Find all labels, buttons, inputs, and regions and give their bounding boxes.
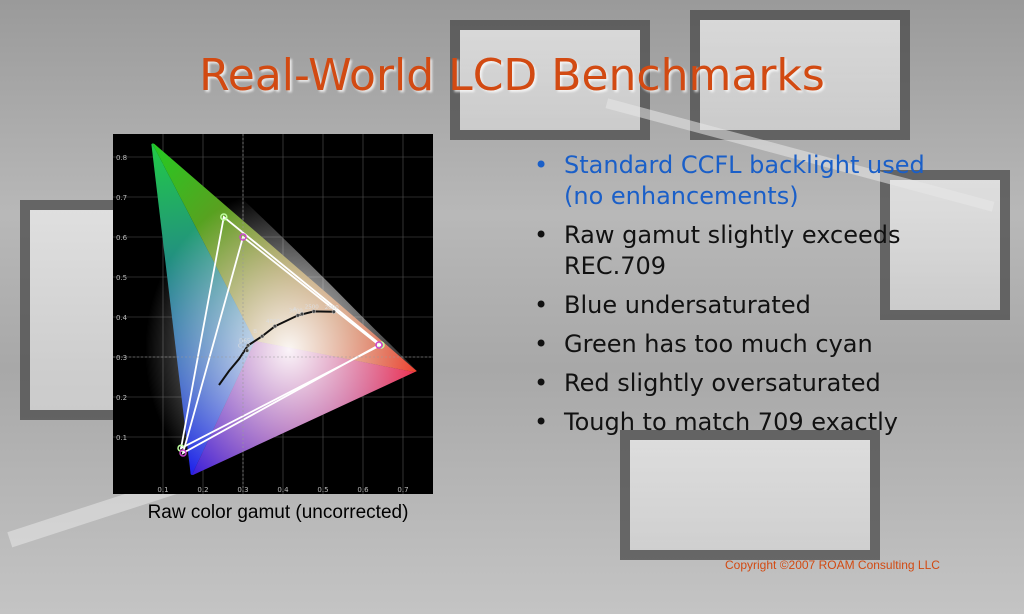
x-tick-label: 0.2 xyxy=(197,486,208,494)
y-tick-label: 0.1 xyxy=(116,434,127,442)
bullet-text: Raw gamut slightly exceeds REC.709 xyxy=(564,221,901,280)
locus-point xyxy=(244,348,250,353)
locus-label: C xyxy=(238,344,242,350)
locus-label: 2000 xyxy=(325,305,339,311)
spectral-locus-fill xyxy=(126,143,417,476)
bullet-item: • Tough to match 709 exactly xyxy=(530,407,970,438)
locus-label: B xyxy=(253,329,257,335)
bullet-text: Green has too much cyan xyxy=(564,330,873,358)
x-tick-label: 0.5 xyxy=(317,486,328,494)
bullet-glyph: • xyxy=(534,330,549,358)
y-tick-label: 0.5 xyxy=(116,274,127,282)
bullet-glyph: • xyxy=(534,221,549,249)
y-tick-label: 0.7 xyxy=(116,194,127,202)
locus-point xyxy=(272,324,278,329)
gamut-triangle xyxy=(179,215,383,450)
x-tick-label: 0.1 xyxy=(157,486,168,494)
locus-label: D65 xyxy=(239,338,251,344)
bullet-item: • Green has too much cyan xyxy=(530,329,970,360)
locus-point xyxy=(311,309,316,314)
x-tick-label: 0.6 xyxy=(357,486,369,494)
locus-point xyxy=(295,313,300,318)
y-tick-label: 0.2 xyxy=(116,394,127,402)
bullet-text: Blue undersaturated xyxy=(564,291,811,319)
locus-label: A xyxy=(293,307,297,313)
bullet-item: • Blue undersaturated xyxy=(530,290,970,321)
locus-point xyxy=(331,309,336,314)
x-tick-label: 0.7 xyxy=(397,486,408,494)
bullet-text: Standard CCFL backlight used (no enhance… xyxy=(564,151,925,210)
locus-point xyxy=(246,343,251,348)
cie-gamut-chart: 0.1 0.2 0.3 0.4 0.5 0.6 0.70.10.20.30.40.50.60… xyxy=(113,134,433,494)
locus-point xyxy=(260,334,265,339)
locus-label: 3000 xyxy=(289,308,303,314)
copyright-notice: Copyright ©2007 ROAM Consulting LLC xyxy=(725,558,940,572)
y-tick-label: 0.3 xyxy=(116,354,127,362)
locus-label: 4000 xyxy=(266,319,280,325)
gamut-vertex-point xyxy=(179,449,187,457)
y-tick-label: 0.8 xyxy=(116,154,127,162)
slide-title: Real-World LCD Benchmarks xyxy=(199,50,825,101)
y-tick-label: 0.4 xyxy=(116,314,128,322)
locus-label: 2500 xyxy=(305,304,319,310)
bullet-item: • Standard CCFL backlight used (no enhanc… xyxy=(530,150,970,212)
gamut-vertex-point xyxy=(220,213,228,221)
chart-caption: Raw color gamut (uncorrected) xyxy=(147,502,409,523)
bullet-item: • Red slightly oversaturated xyxy=(530,368,970,399)
bullet-item: • Raw gamut slightly exceeds REC.709 xyxy=(530,220,970,282)
bullet-list: • Standard CCFL backlight used (no enhanc… xyxy=(530,150,970,446)
x-tick-label: 0.4 xyxy=(277,486,289,494)
bullet-text: Red slightly oversaturated xyxy=(564,369,881,397)
y-tick-label: 0.6 xyxy=(116,234,128,242)
bullet-glyph: • xyxy=(534,369,549,397)
bullet-glyph: • xyxy=(534,291,549,319)
bullet-text: Tough to match 709 exactly xyxy=(564,408,898,436)
gamut-triangle xyxy=(181,235,381,455)
bullet-glyph: • xyxy=(534,408,549,436)
locus-point xyxy=(299,311,305,317)
gamut-vertex-point xyxy=(375,341,383,349)
bullet-glyph: • xyxy=(534,151,549,179)
